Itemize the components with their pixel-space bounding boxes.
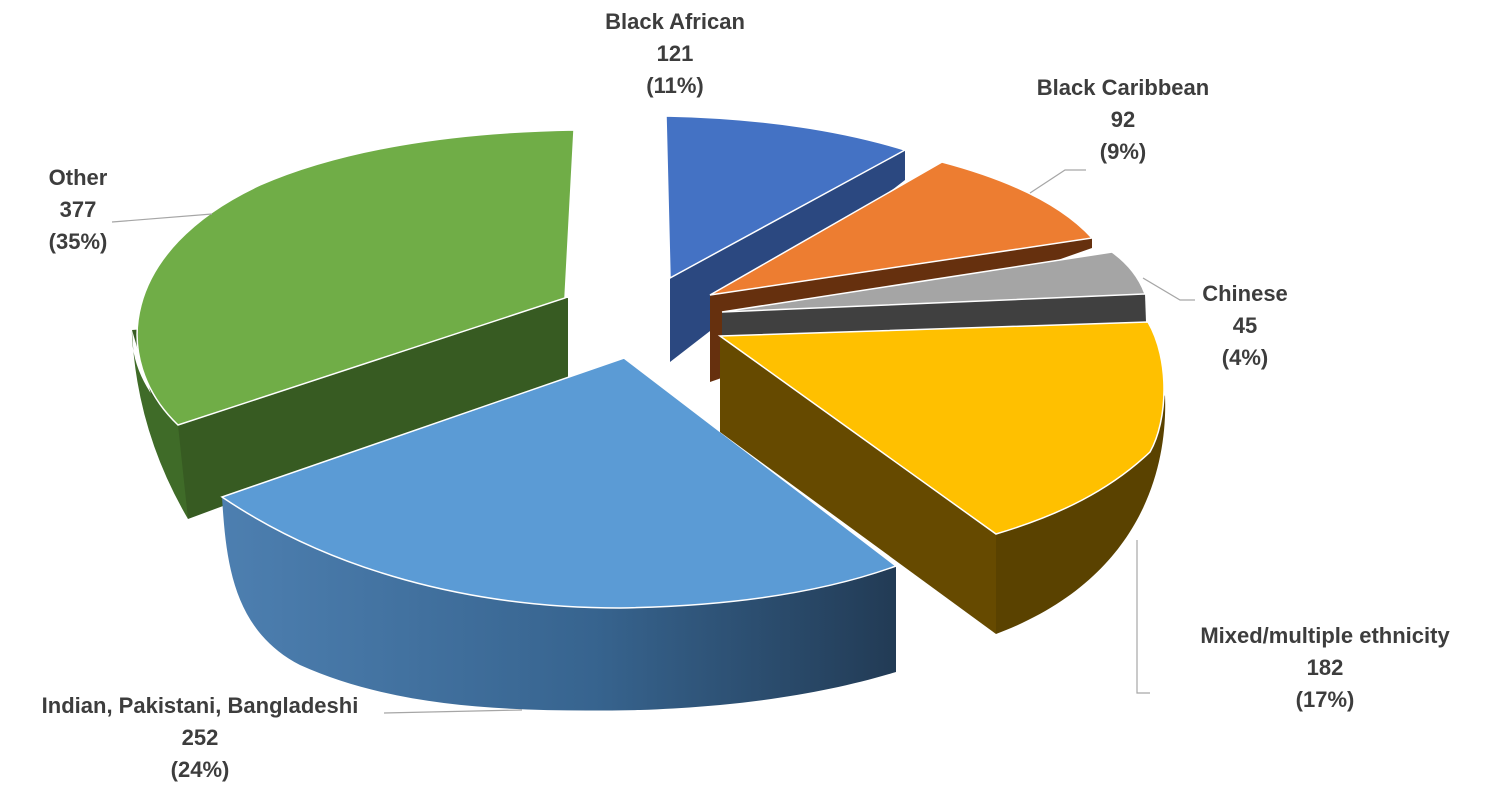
- label-other: Other 377 (35%): [28, 162, 128, 258]
- label-mixed-multiple-ethnicity-name: Mixed/multiple ethnicity: [1200, 623, 1450, 648]
- label-other-value: 377: [59, 197, 97, 222]
- label-black-caribbean-percent: (9%): [1099, 139, 1147, 164]
- slice-chinese-top: [721, 251, 1147, 313]
- label-black-caribbean-name: Black Caribbean: [1036, 75, 1210, 100]
- label-mixed-multiple-ethnicity-value: 182: [1306, 655, 1344, 680]
- label-other-percent: (35%): [48, 229, 108, 254]
- label-chinese-percent: (4%): [1221, 345, 1269, 370]
- leader-line-chinese: [1142, 277, 1195, 301]
- slice-indian-pakistani-bangladeshi[interactable]: [220, 357, 898, 711]
- label-indian-pakistani-bangladeshi: Indian, Pakistani, Bangladeshi 252 (24%): [10, 690, 390, 786]
- slice-other-top: [136, 129, 575, 426]
- slice-black-caribbean-top: [709, 161, 1094, 296]
- slice-mixed-multiple-ethnicity[interactable]: [717, 321, 1166, 634]
- label-black-african-name: Black African: [605, 9, 745, 34]
- label-indian-pakistani-bangladeshi-percent: (24%): [170, 757, 230, 782]
- label-chinese: Chinese 45 (4%): [1185, 278, 1305, 374]
- leader-line-black-caribbean: [1029, 169, 1086, 194]
- slice-other[interactable]: [131, 129, 575, 519]
- label-mixed-multiple-ethnicity: Mixed/multiple ethnicity 182 (17%): [1160, 620, 1490, 716]
- leader-line-mixed-multiple-ethnicity: [1136, 540, 1150, 694]
- leader-lines: [111, 169, 1195, 714]
- slice-indian-pakistani-bangladeshi-side: [222, 497, 896, 711]
- slice-mixed-multiple-ethnicity-top: [717, 321, 1165, 535]
- label-indian-pakistani-bangladeshi-name: Indian, Pakistani, Bangladeshi: [41, 693, 359, 718]
- slice-mixed-multiple-ethnicity-rim: [996, 395, 1166, 634]
- label-black-african-value: 121: [656, 41, 694, 66]
- label-indian-pakistani-bangladeshi-value: 252: [181, 725, 219, 750]
- label-black-caribbean: Black Caribbean 92 (9%): [1008, 72, 1238, 168]
- slice-other-rim: [131, 330, 188, 519]
- slice-mixed-multiple-ethnicity-side: [720, 336, 996, 634]
- label-other-name: Other: [48, 165, 108, 190]
- label-mixed-multiple-ethnicity-percent: (17%): [1295, 687, 1355, 712]
- label-black-caribbean-value: 92: [1110, 107, 1136, 132]
- label-chinese-name: Chinese: [1202, 281, 1288, 306]
- leader-line-indian-pakistani-bangladeshi: [383, 709, 523, 714]
- leader-line-other: [111, 213, 213, 223]
- label-chinese-value: 45: [1232, 313, 1258, 338]
- label-black-african: Black African 121 (11%): [585, 6, 765, 102]
- slice-indian-pakistani-bangladeshi-top: [220, 357, 898, 609]
- label-black-african-percent: (11%): [646, 73, 704, 98]
- slice-black-african-top: [665, 115, 907, 280]
